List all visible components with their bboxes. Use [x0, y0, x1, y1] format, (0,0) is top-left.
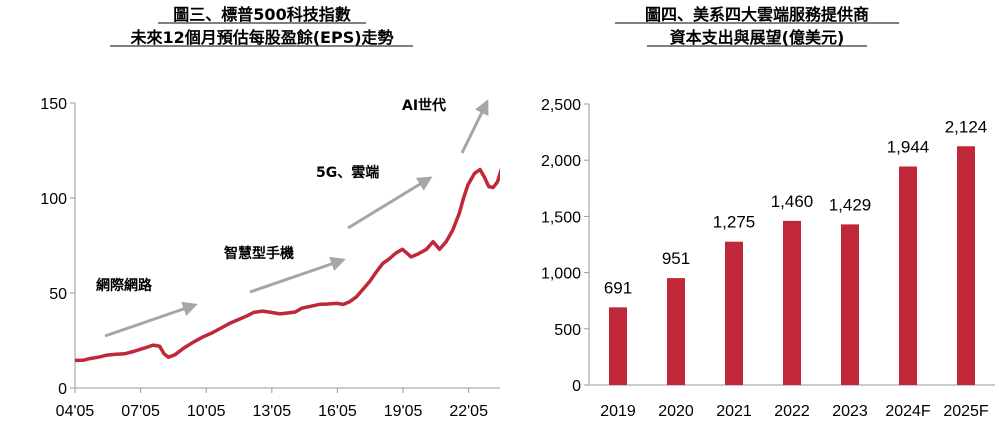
chart4-x-tick-label: 2020: [658, 403, 694, 420]
chart3-x-tick-label: 19'05: [384, 403, 423, 420]
capex-bar: [783, 220, 801, 385]
chart4-x-tick-label: 2024F: [885, 403, 931, 420]
chart4-y-tick-label: 500: [554, 322, 581, 339]
chart4-y-tick-label: 0: [572, 378, 581, 395]
chart4-title-line2: 資本支出與展望(億美元): [670, 28, 845, 47]
chart4-y-tick-label: 1,500: [541, 209, 581, 226]
capex-bar: [957, 146, 975, 385]
chart3-y-tick-label: 100: [40, 191, 67, 208]
era-annotation: 智慧型手機: [223, 245, 294, 262]
chart3-x-tick-label: 16'05: [318, 403, 357, 420]
chart3-y-tick-label: 0: [58, 381, 67, 398]
chart3-title-line1: 圖三、標普500科技指數: [173, 5, 350, 24]
chart3-x-tick-label: 22'05: [449, 403, 488, 420]
chart3-x-tick-label: 10'05: [187, 403, 226, 420]
trend-arrow: [347, 176, 433, 230]
chart3-x-tick-label: 04'05: [56, 403, 95, 420]
capex-bar-value-label: 1,275: [713, 213, 756, 232]
era-annotation: AI世代: [402, 97, 446, 114]
capex-bar-value-label: 2,124: [945, 117, 988, 136]
eps-series-line: [74, 167, 500, 363]
capex-bar: [899, 166, 917, 385]
chart4-y-tick-label: 2,500: [541, 97, 581, 114]
capex-bar-value-label: 1,460: [771, 192, 814, 211]
trend-arrow: [460, 99, 489, 154]
capex-bar-value-label: 1,429: [829, 195, 872, 214]
chart4-title-line1: 圖四、美系四大雲端服務提供商: [645, 5, 869, 24]
chart4-x-tick-label: 2021: [716, 403, 752, 420]
eps-line-chart: 圖三、標普500科技指數 未來12個月預估每股盈餘(EPS)走勢 0 50 100 1…: [40, 5, 500, 420]
chart4-y-tick-label: 2,000: [541, 153, 581, 170]
chart4-x-tick-label: 2025F: [943, 403, 989, 420]
era-annotation: 5G、雲端: [316, 164, 379, 181]
chart4-y-tick-label: 1,000: [541, 266, 581, 283]
capex-bar: [609, 307, 627, 385]
chart4-x-tick-label: 2019: [600, 403, 636, 420]
capex-bar-chart: 圖四、美系四大雲端服務提供商 資本支出與展望(億美元) 0 500 1,000 1,5…: [541, 5, 995, 420]
chart3-y-tick-label: 50: [49, 286, 67, 303]
capex-bar: [667, 278, 685, 385]
capex-bar: [725, 241, 743, 385]
capex-bar-value-label: 951: [662, 249, 690, 268]
capex-bar: [841, 224, 859, 385]
chart3-y-tick-label: 150: [40, 96, 67, 113]
chart4-x-tick-label: 2022: [774, 403, 810, 420]
chart3-x-tick-label: 07'05: [121, 403, 160, 420]
capex-bar-value-label: 1,944: [887, 137, 930, 156]
capex-bar-value-label: 691: [604, 278, 632, 297]
era-annotation: 網際網路: [96, 277, 153, 294]
trend-arrow: [249, 256, 346, 294]
chart4-x-tick-label: 2023: [832, 403, 868, 420]
chart3-x-tick-label: 13'05: [253, 403, 292, 420]
chart3-title-line2: 未來12個月預估每股盈餘(EPS)走勢: [129, 28, 393, 47]
trend-arrow: [104, 301, 198, 338]
